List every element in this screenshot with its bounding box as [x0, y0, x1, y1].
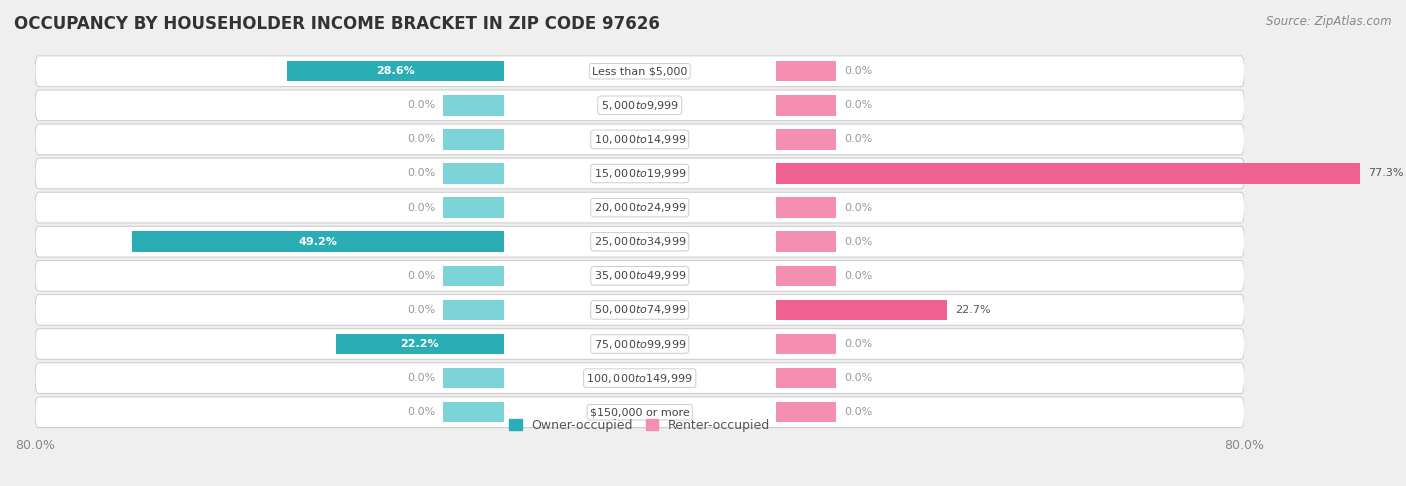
Text: $150,000 or more: $150,000 or more	[591, 407, 689, 417]
Text: 22.2%: 22.2%	[401, 339, 439, 349]
Text: $5,000 to $9,999: $5,000 to $9,999	[600, 99, 679, 112]
Bar	[132, 231, 503, 252]
Text: $10,000 to $14,999: $10,000 to $14,999	[593, 133, 686, 146]
Text: 0.0%: 0.0%	[844, 339, 872, 349]
Text: Source: ZipAtlas.com: Source: ZipAtlas.com	[1267, 15, 1392, 28]
Bar	[776, 402, 837, 422]
Bar	[443, 402, 503, 422]
Bar	[776, 334, 837, 354]
FancyBboxPatch shape	[35, 56, 1244, 87]
FancyBboxPatch shape	[35, 124, 1244, 155]
FancyBboxPatch shape	[35, 158, 1244, 189]
FancyBboxPatch shape	[35, 329, 1244, 359]
Text: $75,000 to $99,999: $75,000 to $99,999	[593, 337, 686, 350]
Bar	[443, 197, 503, 218]
Text: 0.0%: 0.0%	[844, 237, 872, 247]
Text: 77.3%: 77.3%	[1368, 169, 1403, 178]
Bar	[443, 95, 503, 116]
Bar	[776, 300, 948, 320]
Bar	[443, 368, 503, 388]
FancyBboxPatch shape	[35, 260, 1244, 291]
Text: $25,000 to $34,999: $25,000 to $34,999	[593, 235, 686, 248]
Text: 0.0%: 0.0%	[408, 100, 436, 110]
Text: Less than $5,000: Less than $5,000	[592, 66, 688, 76]
Bar	[443, 129, 503, 150]
Bar	[776, 163, 1360, 184]
Text: 49.2%: 49.2%	[298, 237, 337, 247]
Text: OCCUPANCY BY HOUSEHOLDER INCOME BRACKET IN ZIP CODE 97626: OCCUPANCY BY HOUSEHOLDER INCOME BRACKET …	[14, 15, 659, 33]
FancyBboxPatch shape	[35, 295, 1244, 325]
Text: 0.0%: 0.0%	[844, 100, 872, 110]
Text: $50,000 to $74,999: $50,000 to $74,999	[593, 303, 686, 316]
Legend: Owner-occupied, Renter-occupied: Owner-occupied, Renter-occupied	[509, 419, 770, 432]
Bar	[336, 334, 503, 354]
FancyBboxPatch shape	[35, 192, 1244, 223]
Text: 28.6%: 28.6%	[377, 66, 415, 76]
Text: $100,000 to $149,999: $100,000 to $149,999	[586, 372, 693, 384]
Text: 0.0%: 0.0%	[408, 135, 436, 144]
Bar	[443, 300, 503, 320]
FancyBboxPatch shape	[35, 397, 1244, 428]
Bar	[776, 197, 837, 218]
Text: $15,000 to $19,999: $15,000 to $19,999	[593, 167, 686, 180]
Text: 0.0%: 0.0%	[844, 373, 872, 383]
Bar	[776, 129, 837, 150]
Bar	[776, 265, 837, 286]
Text: 0.0%: 0.0%	[408, 407, 436, 417]
Text: $35,000 to $49,999: $35,000 to $49,999	[593, 269, 686, 282]
Text: 0.0%: 0.0%	[408, 169, 436, 178]
Text: 22.7%: 22.7%	[955, 305, 991, 315]
Text: 0.0%: 0.0%	[844, 271, 872, 281]
Bar	[776, 231, 837, 252]
Bar	[443, 265, 503, 286]
Text: 0.0%: 0.0%	[408, 373, 436, 383]
FancyBboxPatch shape	[35, 90, 1244, 121]
Bar	[776, 368, 837, 388]
Text: 0.0%: 0.0%	[408, 203, 436, 212]
FancyBboxPatch shape	[35, 226, 1244, 257]
Bar	[443, 163, 503, 184]
Text: 0.0%: 0.0%	[844, 203, 872, 212]
Text: 0.0%: 0.0%	[844, 135, 872, 144]
Text: $20,000 to $24,999: $20,000 to $24,999	[593, 201, 686, 214]
FancyBboxPatch shape	[35, 363, 1244, 394]
Text: 0.0%: 0.0%	[844, 66, 872, 76]
Text: 0.0%: 0.0%	[408, 271, 436, 281]
Text: 0.0%: 0.0%	[408, 305, 436, 315]
Bar	[776, 95, 837, 116]
Bar	[776, 61, 837, 82]
Text: 0.0%: 0.0%	[844, 407, 872, 417]
Bar	[287, 61, 503, 82]
